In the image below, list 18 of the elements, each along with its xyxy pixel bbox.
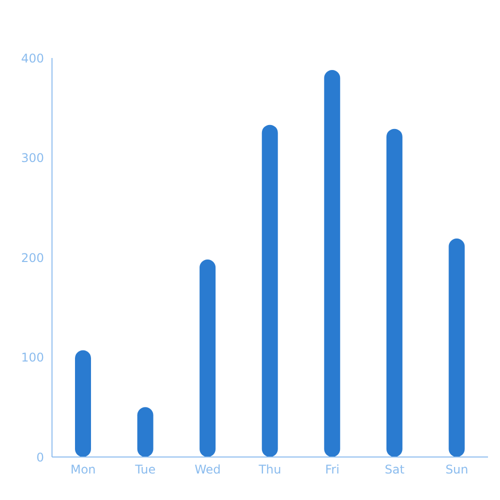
- y-tick-label: 200: [21, 250, 44, 265]
- y-tick-label: 0: [36, 450, 44, 464]
- x-tick-label: Fri: [325, 462, 340, 477]
- bar: [262, 124, 278, 457]
- bar: [386, 128, 402, 457]
- y-tick-label: 100: [21, 350, 44, 365]
- bar: [448, 238, 465, 457]
- x-tick-label: Mon: [70, 462, 96, 477]
- x-tick-label: Sun: [445, 462, 468, 477]
- x-tick-label: Sat: [384, 462, 405, 477]
- x-tick-label: Thu: [258, 462, 282, 477]
- bar: [324, 70, 340, 457]
- y-tick-label: 400: [21, 51, 44, 66]
- x-tick-label: Wed: [194, 462, 221, 477]
- y-tick-label: 300: [21, 151, 44, 166]
- bar: [75, 350, 91, 457]
- x-tick-label: Tue: [134, 462, 156, 477]
- bar: [200, 259, 216, 457]
